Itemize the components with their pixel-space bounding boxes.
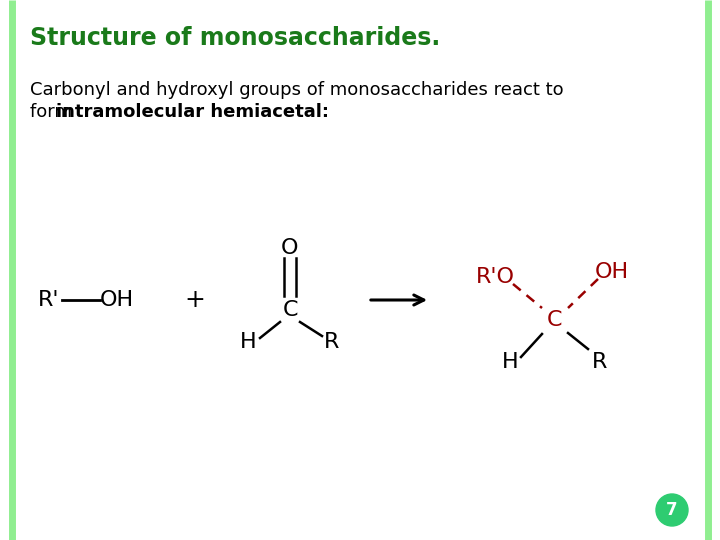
Text: C: C (547, 310, 563, 330)
Text: +: + (184, 288, 205, 312)
Text: R: R (593, 352, 608, 372)
Text: R': R' (38, 290, 60, 310)
Text: H: H (240, 332, 256, 352)
Text: form: form (30, 103, 78, 121)
Text: R'O: R'O (475, 267, 515, 287)
Text: Structure of monosaccharides.: Structure of monosaccharides. (30, 26, 440, 50)
Text: OH: OH (100, 290, 134, 310)
Text: OH: OH (595, 262, 629, 282)
Text: 7: 7 (666, 501, 678, 519)
Text: intramolecular hemiacetal:: intramolecular hemiacetal: (56, 103, 329, 121)
Text: O: O (282, 238, 299, 258)
Text: H: H (502, 352, 518, 372)
Circle shape (656, 494, 688, 526)
Text: C: C (282, 300, 298, 320)
Text: Carbonyl and hydroxyl groups of monosaccharides react to: Carbonyl and hydroxyl groups of monosacc… (30, 81, 564, 99)
Text: R: R (324, 332, 340, 352)
